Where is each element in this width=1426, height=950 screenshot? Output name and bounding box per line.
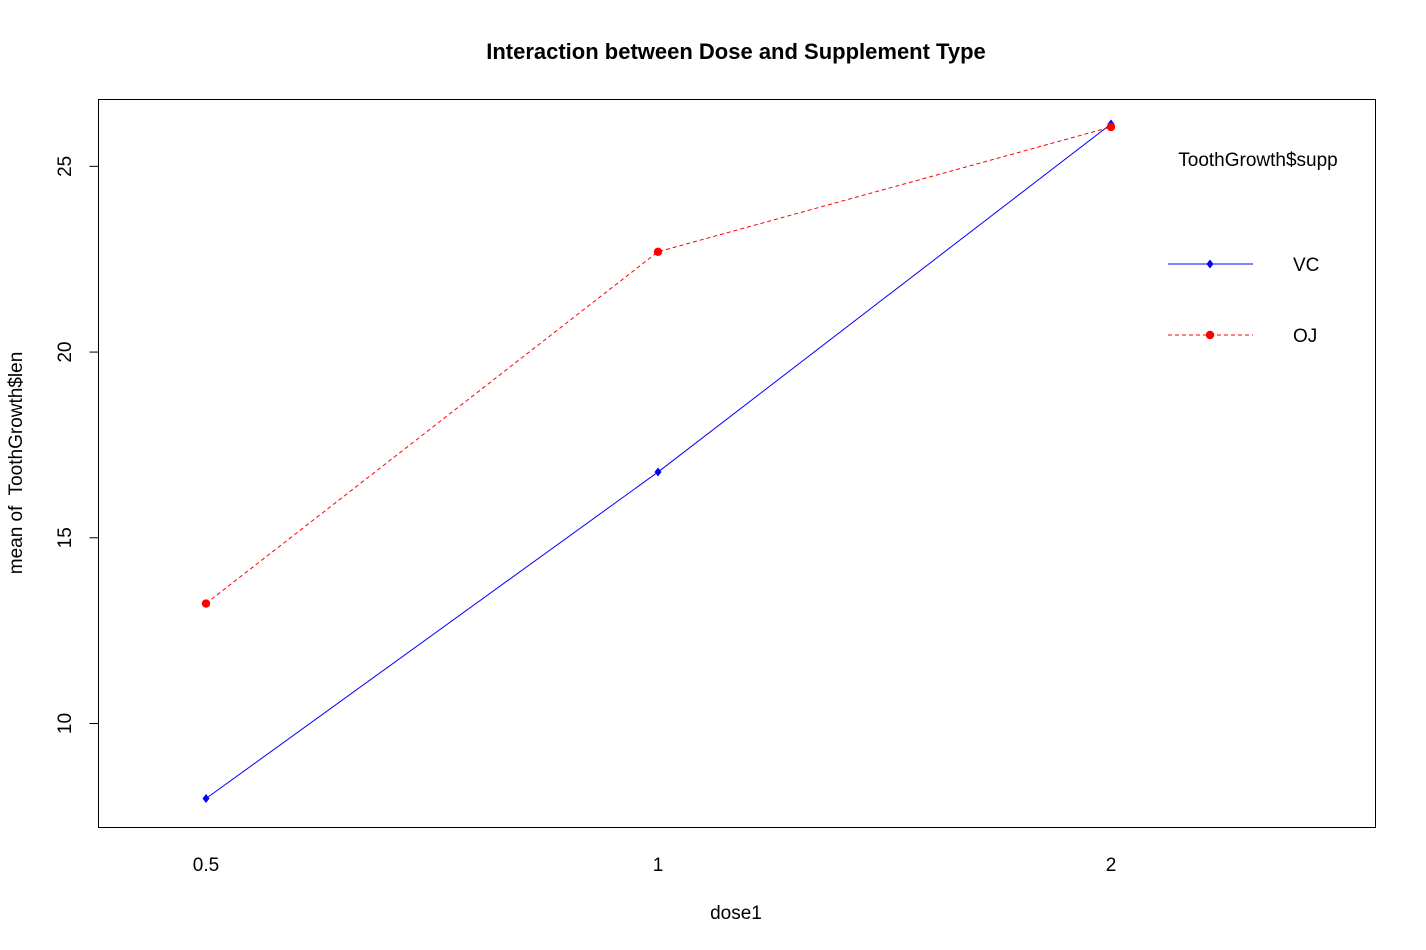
- series-layer: [201, 119, 1116, 804]
- y-tick-label: 20: [55, 342, 76, 363]
- data-point: [654, 467, 662, 477]
- legend-item-vc: VC: [1168, 255, 1319, 276]
- data-point: [201, 599, 211, 608]
- legend-marker: [1205, 330, 1215, 340]
- y-tick-label: 10: [55, 713, 76, 734]
- chart-title: Interaction between Dose and Supplement …: [486, 39, 986, 64]
- legend: ToothGrowth$supp VC OJ: [1168, 150, 1338, 347]
- plot-frame: [98, 99, 1376, 828]
- data-point: [653, 247, 663, 256]
- legend-label: VC: [1293, 255, 1319, 276]
- y-axis-label: mean of ToothGrowth$len: [6, 352, 27, 575]
- data-point: [202, 794, 210, 804]
- x-tick-label: 1: [653, 855, 664, 876]
- legend-marker: [1206, 259, 1214, 269]
- legend-item-oj: OJ: [1168, 326, 1317, 347]
- legend-label: OJ: [1293, 326, 1317, 347]
- series-line: [205, 126, 1112, 604]
- x-axis-label: dose1: [710, 903, 762, 924]
- legend-title: ToothGrowth$supp: [1178, 150, 1338, 171]
- y-tick-label: 15: [55, 527, 76, 548]
- data-point: [1106, 122, 1116, 132]
- x-tick-label: 0.5: [193, 855, 219, 876]
- x-tick-label: 2: [1106, 855, 1117, 876]
- series-vc: [202, 119, 1115, 804]
- y-axis: 10 15 20 25: [55, 156, 99, 734]
- y-tick-label: 25: [55, 156, 76, 177]
- series-oj: [201, 122, 1116, 608]
- series-line: [205, 123, 1112, 799]
- x-axis: 0.5 1 2: [193, 855, 1117, 876]
